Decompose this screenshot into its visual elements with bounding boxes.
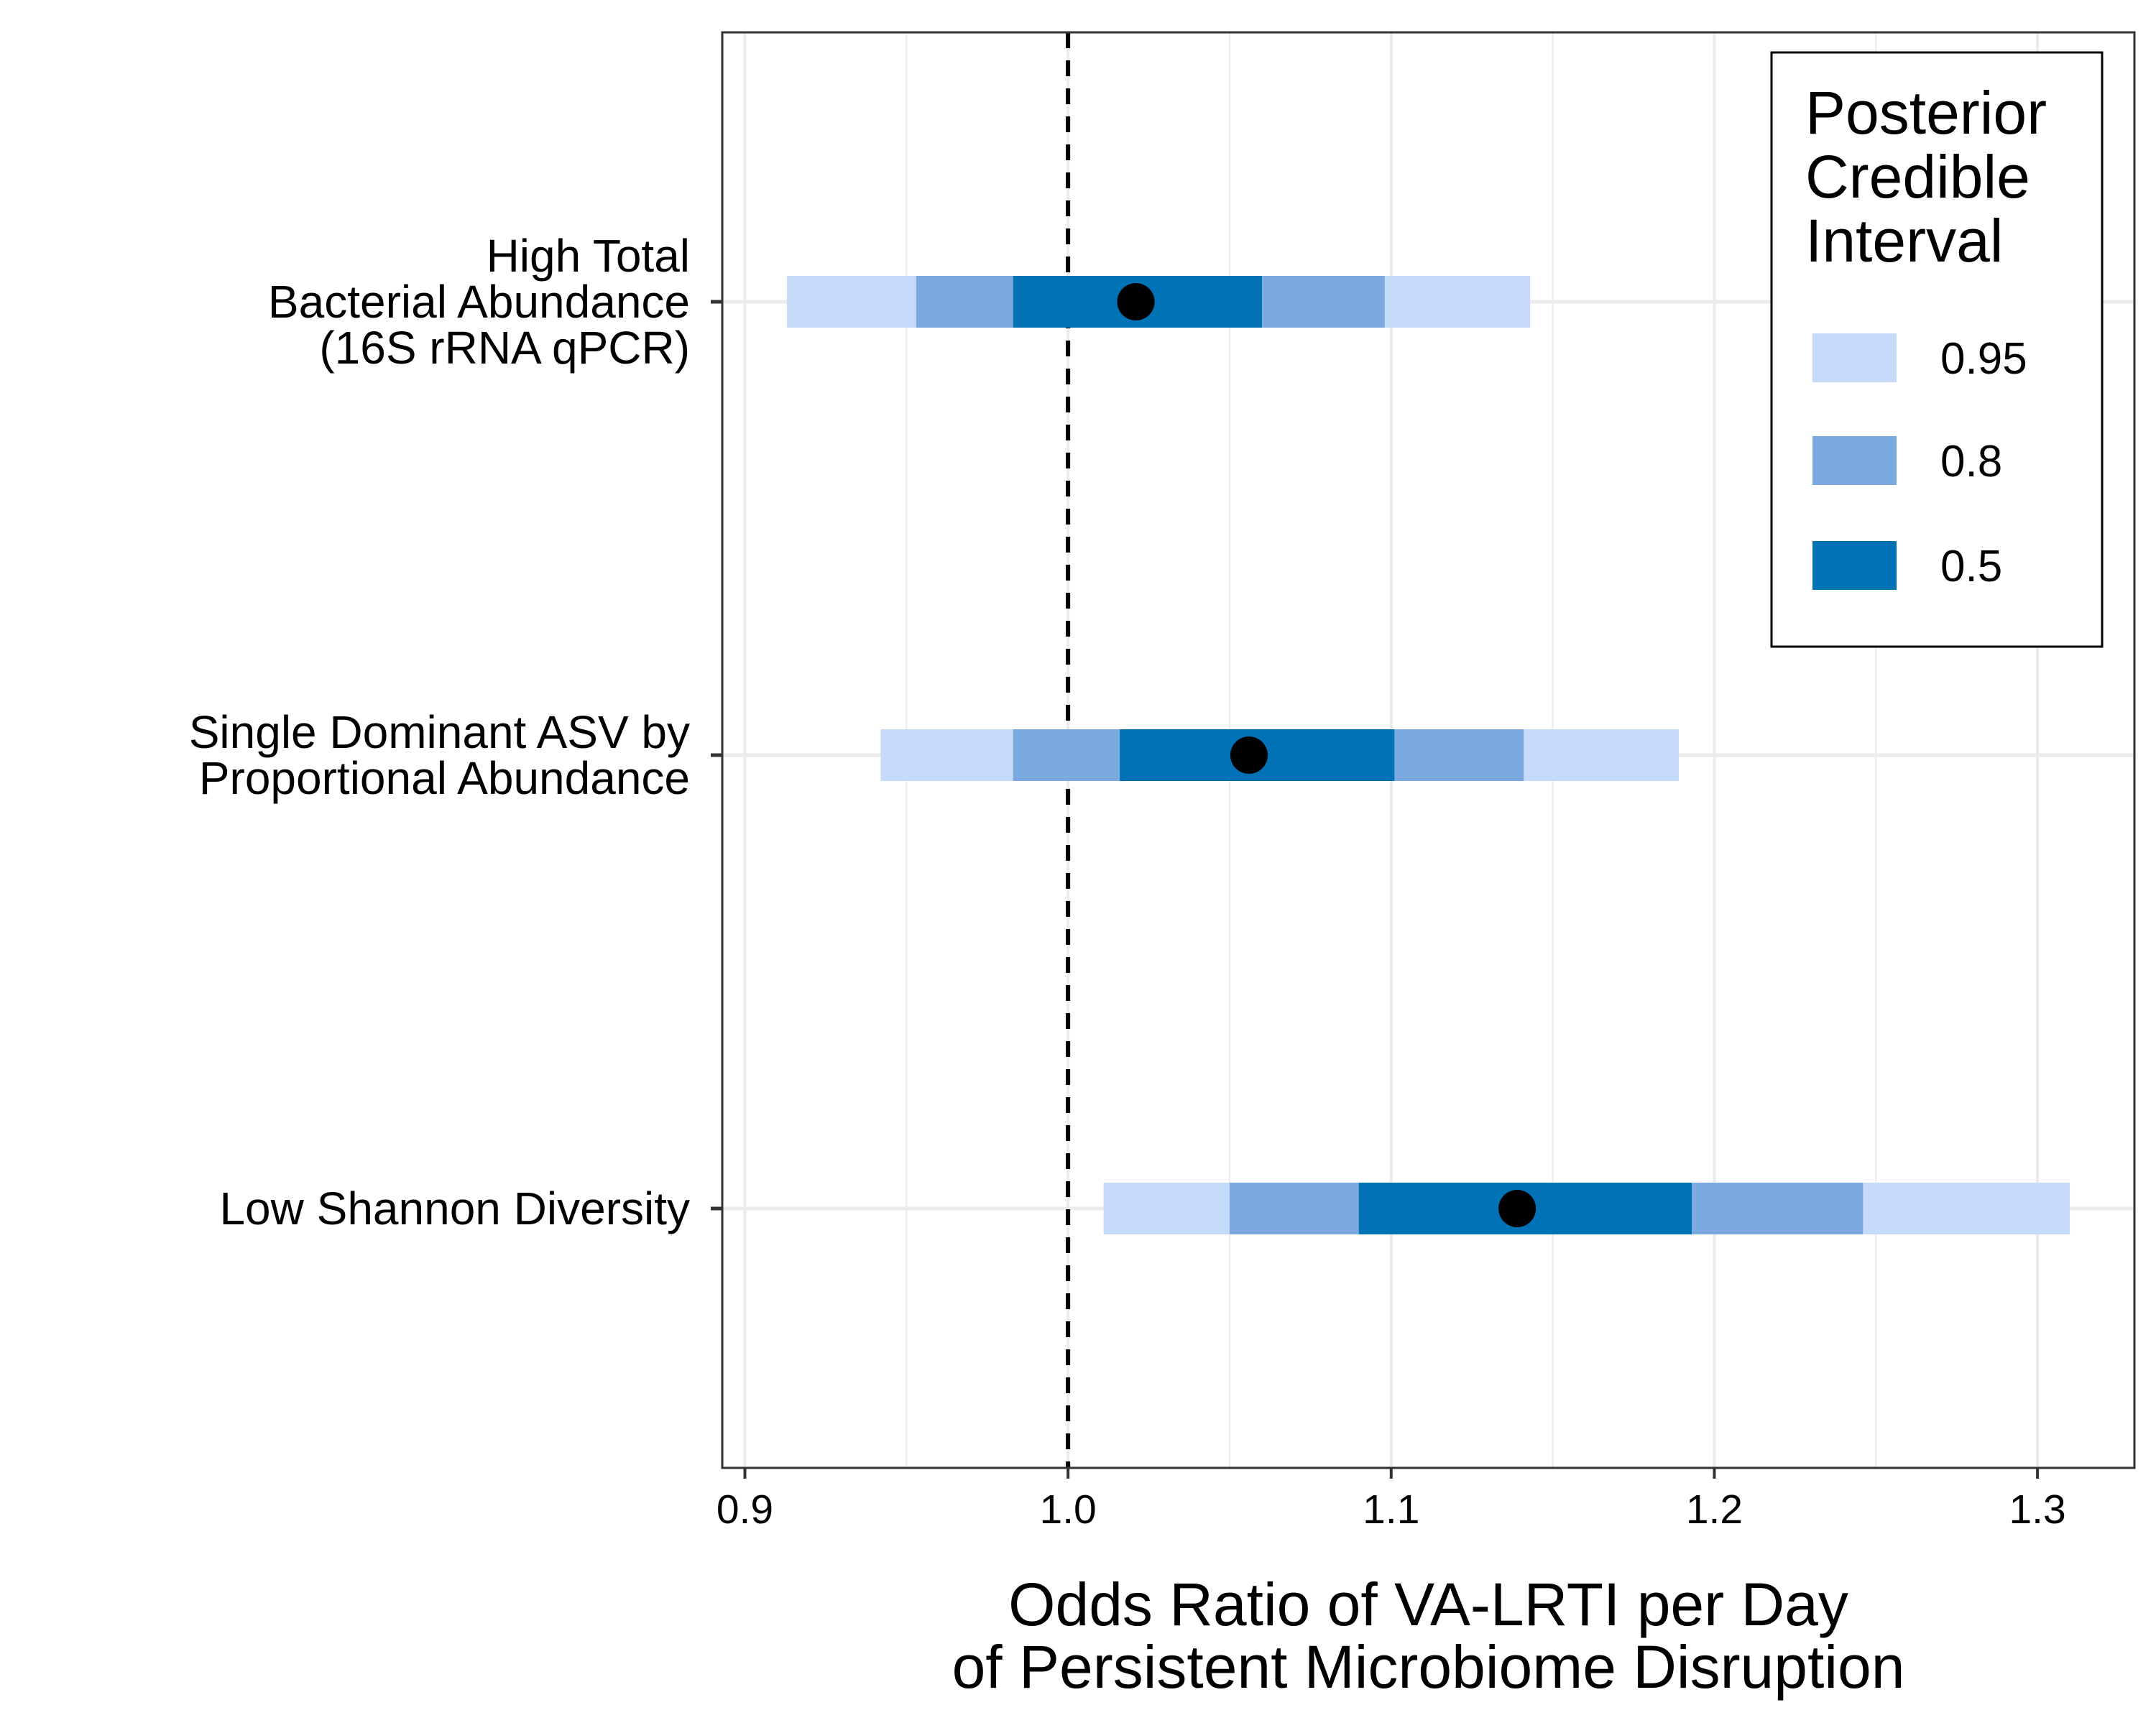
- category-label: (16S rRNA qPCR): [319, 322, 690, 374]
- legend-label: 0.95: [1940, 334, 2027, 384]
- median-point-layer: [1117, 283, 1537, 1227]
- legend-swatch: [1812, 541, 1897, 590]
- legend-swatch: [1812, 436, 1897, 485]
- legend-label: 0.8: [1940, 437, 2002, 486]
- x-axis-title: Odds Ratio of VA-LRTI per Day: [1008, 1571, 1848, 1638]
- legend-title: Credible: [1805, 143, 2030, 211]
- x-axis-title: of Persistent Microbiome Disruption: [952, 1633, 1905, 1701]
- category-label: High Total: [487, 230, 690, 282]
- legend-title: Interval: [1805, 207, 2003, 274]
- median-point: [1498, 1190, 1537, 1227]
- x-tick-label: 1.2: [1686, 1487, 1743, 1533]
- legend-swatch: [1812, 333, 1897, 382]
- category-label: Proportional Abundance: [199, 752, 690, 804]
- legend-title: Posterior: [1805, 79, 2047, 147]
- median-point: [1117, 283, 1155, 320]
- x-tick-label: 1.0: [1040, 1487, 1097, 1533]
- x-tick-label: 1.3: [2009, 1487, 2065, 1533]
- plot-panel-border: [721, 31, 2136, 1469]
- x-tick-label: 1.1: [1363, 1487, 1419, 1533]
- x-tick-label: 0.9: [717, 1487, 773, 1533]
- category-label: Bacterial Abundance: [268, 276, 690, 328]
- legend-label: 0.5: [1940, 542, 2002, 591]
- category-label: Low Shannon Diversity: [219, 1183, 690, 1234]
- median-point: [1230, 736, 1268, 774]
- category-label: Single Dominant ASV by: [189, 706, 690, 758]
